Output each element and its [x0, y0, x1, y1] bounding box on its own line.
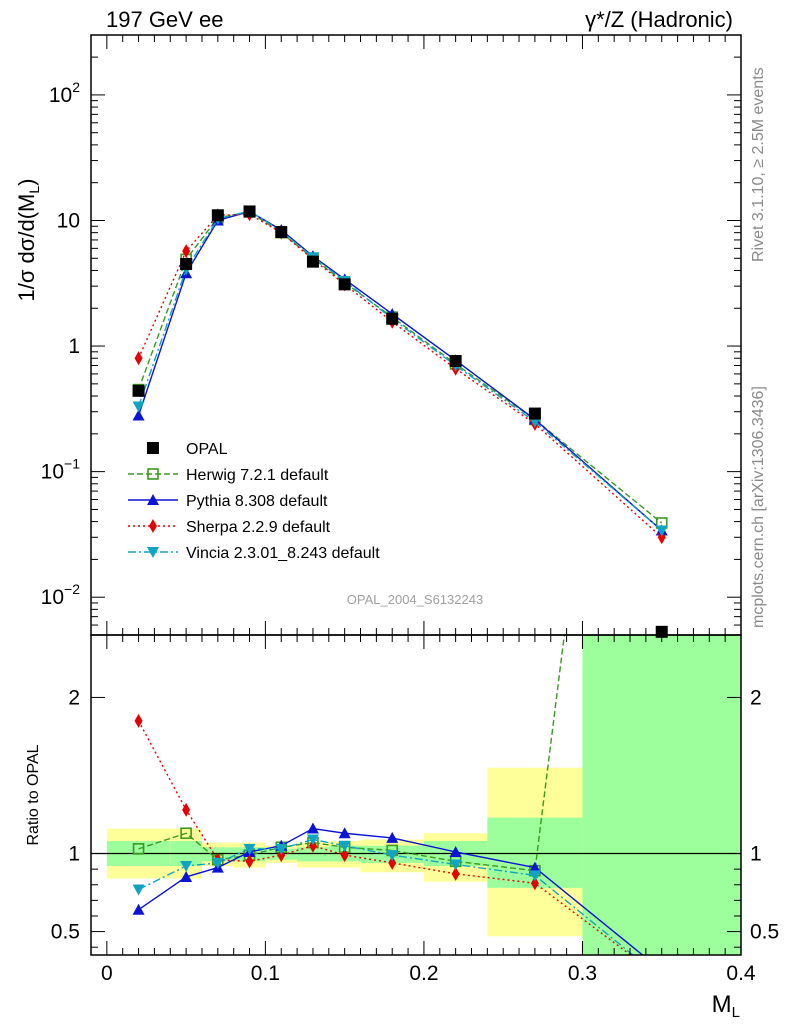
series-opal [132, 205, 668, 638]
ratio-point-sherpa-8 [451, 866, 460, 881]
series-vincia [132, 205, 668, 537]
ratio-point-herwig-0 [132, 843, 145, 855]
point-sherpa-10 [657, 530, 666, 545]
legend-marker-sherpa [149, 519, 157, 533]
x-tick-label: 0.4 [726, 962, 756, 985]
ratio-point-pythia-8 [449, 845, 462, 857]
y-tick-label: 10−1 [41, 456, 81, 484]
ratio-point-vincia-6 [338, 840, 351, 852]
ratio-y-tick-label-left: 2 [68, 686, 80, 709]
ratio-plot-frame [90, 634, 742, 956]
ratio-y-axis-label: Ratio to OPAL [25, 744, 42, 845]
ratio-y-tick-label-right: 1 [750, 843, 762, 866]
ratio-point-vincia-9 [528, 870, 541, 882]
ratio-point-pythia-9 [528, 861, 541, 873]
x-tick-label: 0 [101, 962, 113, 985]
ratio-point-sherpa-5 [308, 838, 317, 853]
legend-marker-pythia [147, 494, 159, 505]
ratio-point-pythia-1 [180, 870, 193, 882]
legend-marker-vincia [147, 547, 159, 558]
legend-entry-pythia: Pythia 8.308 default [128, 493, 328, 510]
legend-label-vincia: Vincia 2.3.01_8.243 default [186, 545, 380, 562]
ratio-uncertainty-bands [106, 635, 741, 955]
analysis-watermark: OPAL_2004_S6132243 [347, 592, 483, 607]
legend-entry-opal: OPAL [147, 441, 228, 458]
ratio-line-herwig [138, 635, 566, 872]
legend: OPAL Herwig 7.2.1 default Pythia 8.308 def… [128, 441, 380, 562]
x-tick-label: 0.1 [251, 962, 280, 985]
ratio-point-vincia-8 [449, 859, 462, 871]
header-right: γ*/Z (Hadronic) [585, 7, 733, 32]
ratio-y-tick-label-right: 2 [750, 686, 762, 709]
y-tick-label: 102 [49, 79, 80, 107]
ratio-series-vincia [132, 834, 635, 955]
ratio-point-pythia-7 [386, 831, 399, 843]
y-tick-label: 1 [68, 335, 80, 358]
point-pythia-0 [132, 409, 145, 421]
legend-marker-herwig [147, 468, 159, 480]
ratio-y-tick-label-left: 1 [68, 843, 80, 866]
legend-entry-herwig: Herwig 7.2.1 default [128, 467, 329, 484]
x-tick-label: 0.2 [409, 962, 438, 985]
ratio-y-tick-label-right: 0.5 [750, 921, 779, 944]
ratio-point-sherpa-1 [182, 802, 191, 817]
ratio-line-sherpa [137, 720, 632, 955]
point-sherpa-0 [134, 351, 143, 366]
legend-label-opal: OPAL [186, 441, 228, 458]
legend-entry-sherpa: Sherpa 2.2.9 default [128, 519, 331, 536]
rivet-label: Rivet 3.1.10, ≥ 2.5M events [750, 67, 767, 262]
ratio-point-sherpa-3 [245, 854, 254, 869]
y-axis-label: 1/σ dσ/d(ML) [14, 179, 42, 302]
opal-point-4 [275, 225, 288, 238]
ratio-point-sherpa-7 [388, 855, 397, 870]
opal-point-5 [306, 255, 319, 268]
opal-point-2 [211, 209, 224, 222]
opal-point-1 [180, 258, 193, 271]
ratio-point-vincia-3 [243, 843, 256, 855]
opal-point-6 [338, 278, 351, 291]
ratio-point-pythia-6 [338, 827, 351, 839]
ratio-point-sherpa-0 [134, 713, 143, 728]
main-plot-series [132, 205, 668, 638]
series-pythia [132, 205, 668, 536]
legend-label-pythia: Pythia 8.308 default [186, 493, 328, 510]
opal-point-7 [386, 312, 399, 325]
ratio-point-sherpa-4 [277, 848, 286, 863]
y-tick-label: 10−2 [41, 581, 81, 609]
y-tick-label: 10 [57, 209, 80, 232]
legend-marker-opal [147, 442, 159, 454]
x-tick-label: 0.3 [568, 962, 597, 985]
ratio-point-vincia-1 [180, 861, 193, 873]
ratio-line-vincia [138, 838, 635, 955]
point-sherpa-1 [182, 244, 191, 259]
legend-entry-vincia: Vincia 2.3.01_8.243 default [128, 545, 380, 562]
band-inner-5 [297, 847, 329, 862]
ratio-point-pythia-0 [132, 903, 145, 915]
opal-point-3 [243, 205, 256, 218]
ratio-point-sherpa-6 [340, 848, 349, 863]
opal-point-0 [132, 384, 145, 397]
ratio-point-vincia-4 [275, 843, 288, 855]
point-vincia-10 [655, 525, 668, 537]
ratio-point-vincia-5 [306, 834, 319, 846]
ratio-point-sherpa-9 [530, 876, 539, 891]
ratio-point-pythia-5 [306, 822, 319, 834]
ratio-point-vincia-7 [386, 850, 399, 862]
header-left: 197 GeV ee [106, 7, 223, 32]
band-inner-10 [582, 635, 741, 955]
legend-label-herwig: Herwig 7.2.1 default [186, 467, 329, 484]
ratio-point-vincia-0 [132, 884, 145, 896]
mcplots-label: mcplots.cern.ch [arXiv:1306.3436] [750, 386, 767, 628]
opal-point-9 [528, 407, 541, 420]
ratio-plot-series [132, 635, 644, 955]
series-line-sherpa [137, 213, 663, 538]
x-axis-label: ML [712, 991, 740, 1021]
ratio-y-tick-label-left: 0.5 [51, 921, 80, 944]
opal-point-8 [449, 355, 462, 368]
ratio-point-vincia-2 [211, 857, 224, 869]
point-vincia-0 [132, 401, 145, 413]
legend-label-sherpa: Sherpa 2.2.9 default [186, 519, 331, 536]
ratio-point-herwig-1 [180, 827, 192, 840]
